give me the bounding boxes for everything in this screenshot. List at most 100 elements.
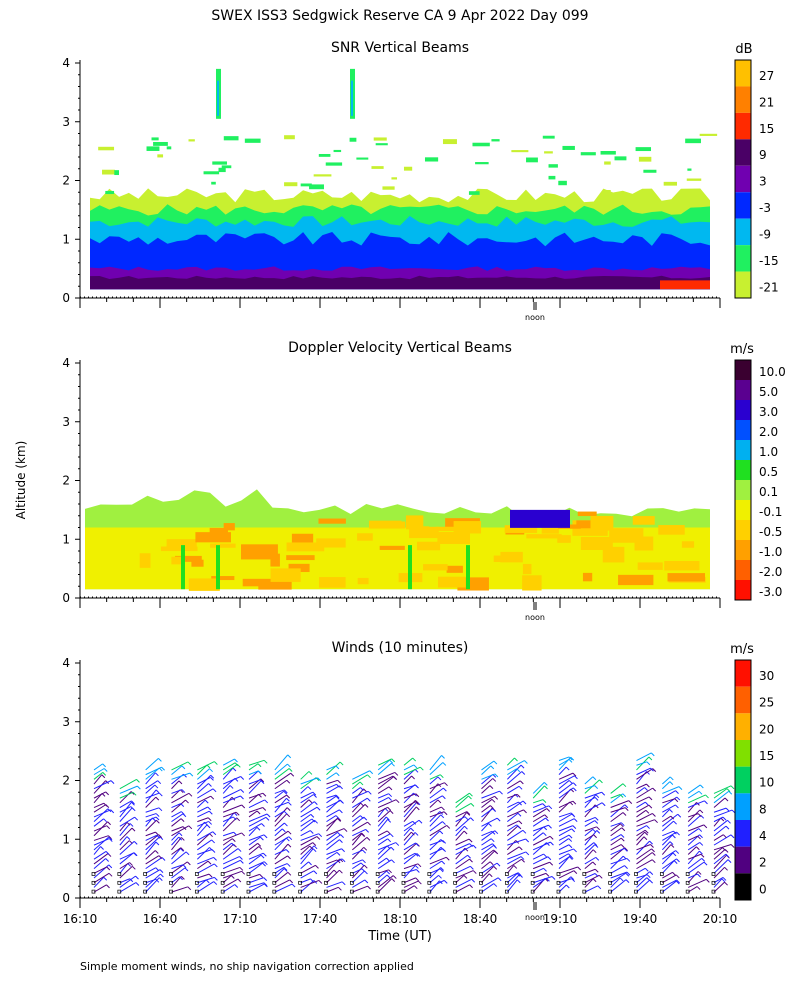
wind-barb-tick <box>361 832 365 837</box>
wind-barb-tick <box>155 789 160 794</box>
wind-barb-tick <box>669 781 674 785</box>
doppler-cell <box>582 572 593 582</box>
wind-barb-tick <box>675 804 679 809</box>
wind-barb-tick <box>131 801 135 806</box>
wind-barb-tick <box>339 858 344 863</box>
wind-barb-tick <box>676 796 681 801</box>
wind-barb-tick <box>699 842 704 846</box>
wind-barb-tick <box>160 873 164 878</box>
wind-barb <box>300 836 318 846</box>
wind-barb <box>248 759 265 766</box>
snr-fragment <box>580 152 596 156</box>
wind-barb <box>248 883 265 893</box>
snr-fragment <box>203 171 220 175</box>
wind-barb <box>636 867 646 874</box>
wind-barb <box>610 847 625 855</box>
wind-barb-tick <box>389 759 394 764</box>
figure-title: SWEX ISS3 Sedgwick Reserve CA 9 Apr 2022… <box>211 8 588 24</box>
calm-marker <box>711 880 716 885</box>
wind-barb <box>429 821 443 832</box>
wind-barb-tick <box>156 819 160 824</box>
wind-barb-tick <box>128 840 133 844</box>
wind-barb-tick <box>335 815 340 819</box>
wind-barb <box>662 880 677 893</box>
wind-barb-tick <box>726 788 731 792</box>
wind-barb-tick <box>367 774 371 779</box>
wind-barb <box>171 848 181 860</box>
wind-barb-tick <box>622 793 627 798</box>
wind-barb <box>197 856 214 865</box>
wind-barb <box>222 832 242 841</box>
wind-barb <box>584 873 596 879</box>
wind-barb <box>403 877 416 884</box>
calm-marker <box>659 889 664 894</box>
wind-barb-tick <box>240 776 245 780</box>
wind-barb <box>197 795 211 804</box>
wind-barb <box>145 772 156 785</box>
wind-barb <box>119 807 133 822</box>
wind-barb-tick <box>283 789 288 794</box>
calm-marker <box>427 889 432 894</box>
wind-barb <box>403 768 416 780</box>
wind-barb-tick <box>187 761 192 766</box>
wind-barb-tick <box>594 817 599 821</box>
wind-barb <box>171 836 180 846</box>
wind-barb <box>610 879 627 893</box>
wind-barb-tick <box>315 864 319 869</box>
doppler-cell <box>211 576 235 581</box>
wind-barb-tick <box>209 833 213 838</box>
wind-barb <box>636 831 646 841</box>
wind-barb <box>481 778 494 790</box>
snr-fragment <box>211 181 216 185</box>
wind-barb-tick <box>158 807 163 812</box>
colorbar-label: 2 <box>759 856 767 870</box>
wind-barb <box>403 863 419 870</box>
doppler-cell <box>634 536 654 551</box>
wind-barb-tick <box>572 825 577 829</box>
wind-barb-tick <box>543 867 547 872</box>
calm-marker <box>272 880 277 885</box>
wind-barb <box>636 783 647 790</box>
calm-marker <box>375 880 380 885</box>
wind-barb-tick <box>158 758 162 762</box>
wind-barb-tick <box>285 849 290 853</box>
colorbar-swatch <box>735 480 751 500</box>
wind-barb-tick <box>360 815 364 819</box>
wind-barb <box>558 856 570 865</box>
wind-barb <box>145 767 160 780</box>
wind-barb-tick <box>415 793 420 798</box>
wind-barb <box>145 784 156 794</box>
wind-barb <box>429 787 444 799</box>
wind-barb-tick <box>652 813 656 817</box>
wind-barb-tick <box>108 838 113 842</box>
wind-barb-tick <box>466 811 471 815</box>
wind-barb-tick <box>186 861 191 866</box>
wind-barb <box>377 759 390 771</box>
wind-barb-tick <box>341 858 346 863</box>
wind-barb <box>93 772 104 780</box>
wind-barb <box>300 878 311 884</box>
wind-barb-tick <box>468 838 473 843</box>
calm-marker <box>685 872 690 876</box>
colorbar-label: 1.0 <box>759 445 778 459</box>
wind-barb <box>222 811 237 818</box>
colorbar-label: -9 <box>759 228 771 242</box>
wind-barb <box>274 754 289 771</box>
snr-fragment <box>605 190 611 194</box>
wind-barb <box>610 877 621 888</box>
wind-barb-tick <box>110 780 115 784</box>
colorbar-swatch <box>735 245 751 272</box>
wind-barb <box>636 809 647 818</box>
wind-barb <box>352 770 370 780</box>
colorbar-swatch <box>735 540 751 560</box>
y-tick-label-4: 4 <box>62 356 70 370</box>
wind-barb <box>274 849 287 855</box>
wind-barb <box>197 806 208 813</box>
wind-barb <box>196 764 208 775</box>
wind-barb-tick <box>158 877 163 882</box>
wind-barb <box>326 851 338 860</box>
wind-barb <box>377 830 388 837</box>
wind-barb <box>507 812 519 823</box>
doppler-cell <box>557 535 571 543</box>
wind-barb <box>248 846 260 855</box>
